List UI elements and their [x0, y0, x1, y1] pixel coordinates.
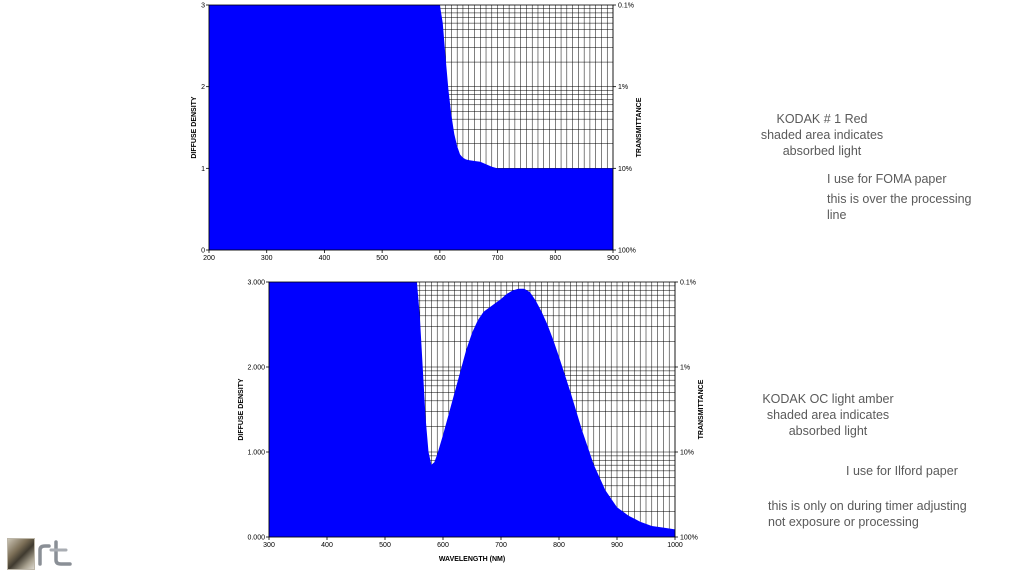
x-tick-label: 300 — [263, 542, 275, 549]
y2-tick-label: 1% — [680, 365, 690, 372]
filter1-name: KODAK # 1 Red shaded area indicates abso… — [760, 112, 884, 158]
y2-tick-label: 100% — [680, 535, 698, 542]
chart-kodak-1-red: 200 300 400 500 600 700 800 900 0 1 2 3 100% 10% 1% 0.1… — [191, 3, 643, 263]
y2-tick-label: 1% — [618, 84, 628, 91]
y-axis-label: DIFFUSE DENSITY — [191, 96, 198, 159]
absorbed-area — [209, 5, 613, 250]
filter1-detail: this is over the processing line — [827, 192, 972, 222]
filter1-use: I use for FOMA paper — [827, 172, 947, 186]
y-tick-label: 1.000 — [247, 450, 265, 457]
logo-icon — [38, 540, 72, 566]
y-tick-label: 1 — [201, 166, 205, 173]
y-tick-label: 3.000 — [247, 280, 265, 287]
y-axis-label: DIFFUSE DENSITY — [238, 378, 245, 441]
y2-axis-label: TRANSMITTANCE — [636, 97, 643, 157]
plot-frame — [208, 4, 614, 251]
x-tick-label: 800 — [549, 255, 561, 262]
photo-thumbnail-icon — [7, 538, 35, 570]
y2-tick-label: 100% — [618, 248, 636, 255]
x-tick-label: 400 — [321, 542, 333, 549]
y2-tick-label: 10% — [680, 450, 694, 457]
y2-tick-label: 0.1% — [680, 280, 696, 287]
x-tick-label: 600 — [434, 255, 446, 262]
y-tick-label: 2.000 — [247, 365, 265, 372]
plot-frame — [268, 281, 676, 538]
y-tick-label: 3 — [201, 3, 205, 10]
x-axis-label: WAVELENGTH (NM) — [439, 556, 505, 563]
y-tick-label: 0 — [201, 248, 205, 255]
chart-kodak-oc-amber: 300 400 500 600 700 800 900 1000 0.000 1.000 2.000… — [238, 280, 705, 564]
y2-tick-label: 0.1% — [618, 3, 634, 10]
y-tick-label: 2 — [201, 84, 205, 91]
x-tick-label: 900 — [607, 255, 619, 262]
x-tick-label: 700 — [492, 255, 504, 262]
x-tick-label: 1000 — [667, 542, 683, 549]
y2-tick-label: 10% — [618, 166, 632, 173]
x-tick-label: 800 — [553, 542, 565, 549]
x-tick-label: 300 — [261, 255, 273, 262]
absorbed-area — [269, 282, 675, 537]
x-tick-label: 200 — [203, 255, 215, 262]
x-tick-label: 600 — [437, 542, 449, 549]
filter2-name: KODAK OC light amber shaded area indicat… — [762, 392, 894, 438]
filter2-use: I use for Ilford paper — [846, 464, 958, 478]
y2-axis-label: TRANSMITTANCE — [698, 379, 705, 439]
filter2-detail: this is only on during timer adjusting n… — [768, 499, 967, 529]
y-tick-label: 0.000 — [247, 535, 265, 542]
x-tick-label: 700 — [495, 542, 507, 549]
x-tick-label: 400 — [319, 255, 331, 262]
x-tick-label: 500 — [379, 542, 391, 549]
x-tick-label: 500 — [376, 255, 388, 262]
x-tick-label: 900 — [611, 542, 623, 549]
